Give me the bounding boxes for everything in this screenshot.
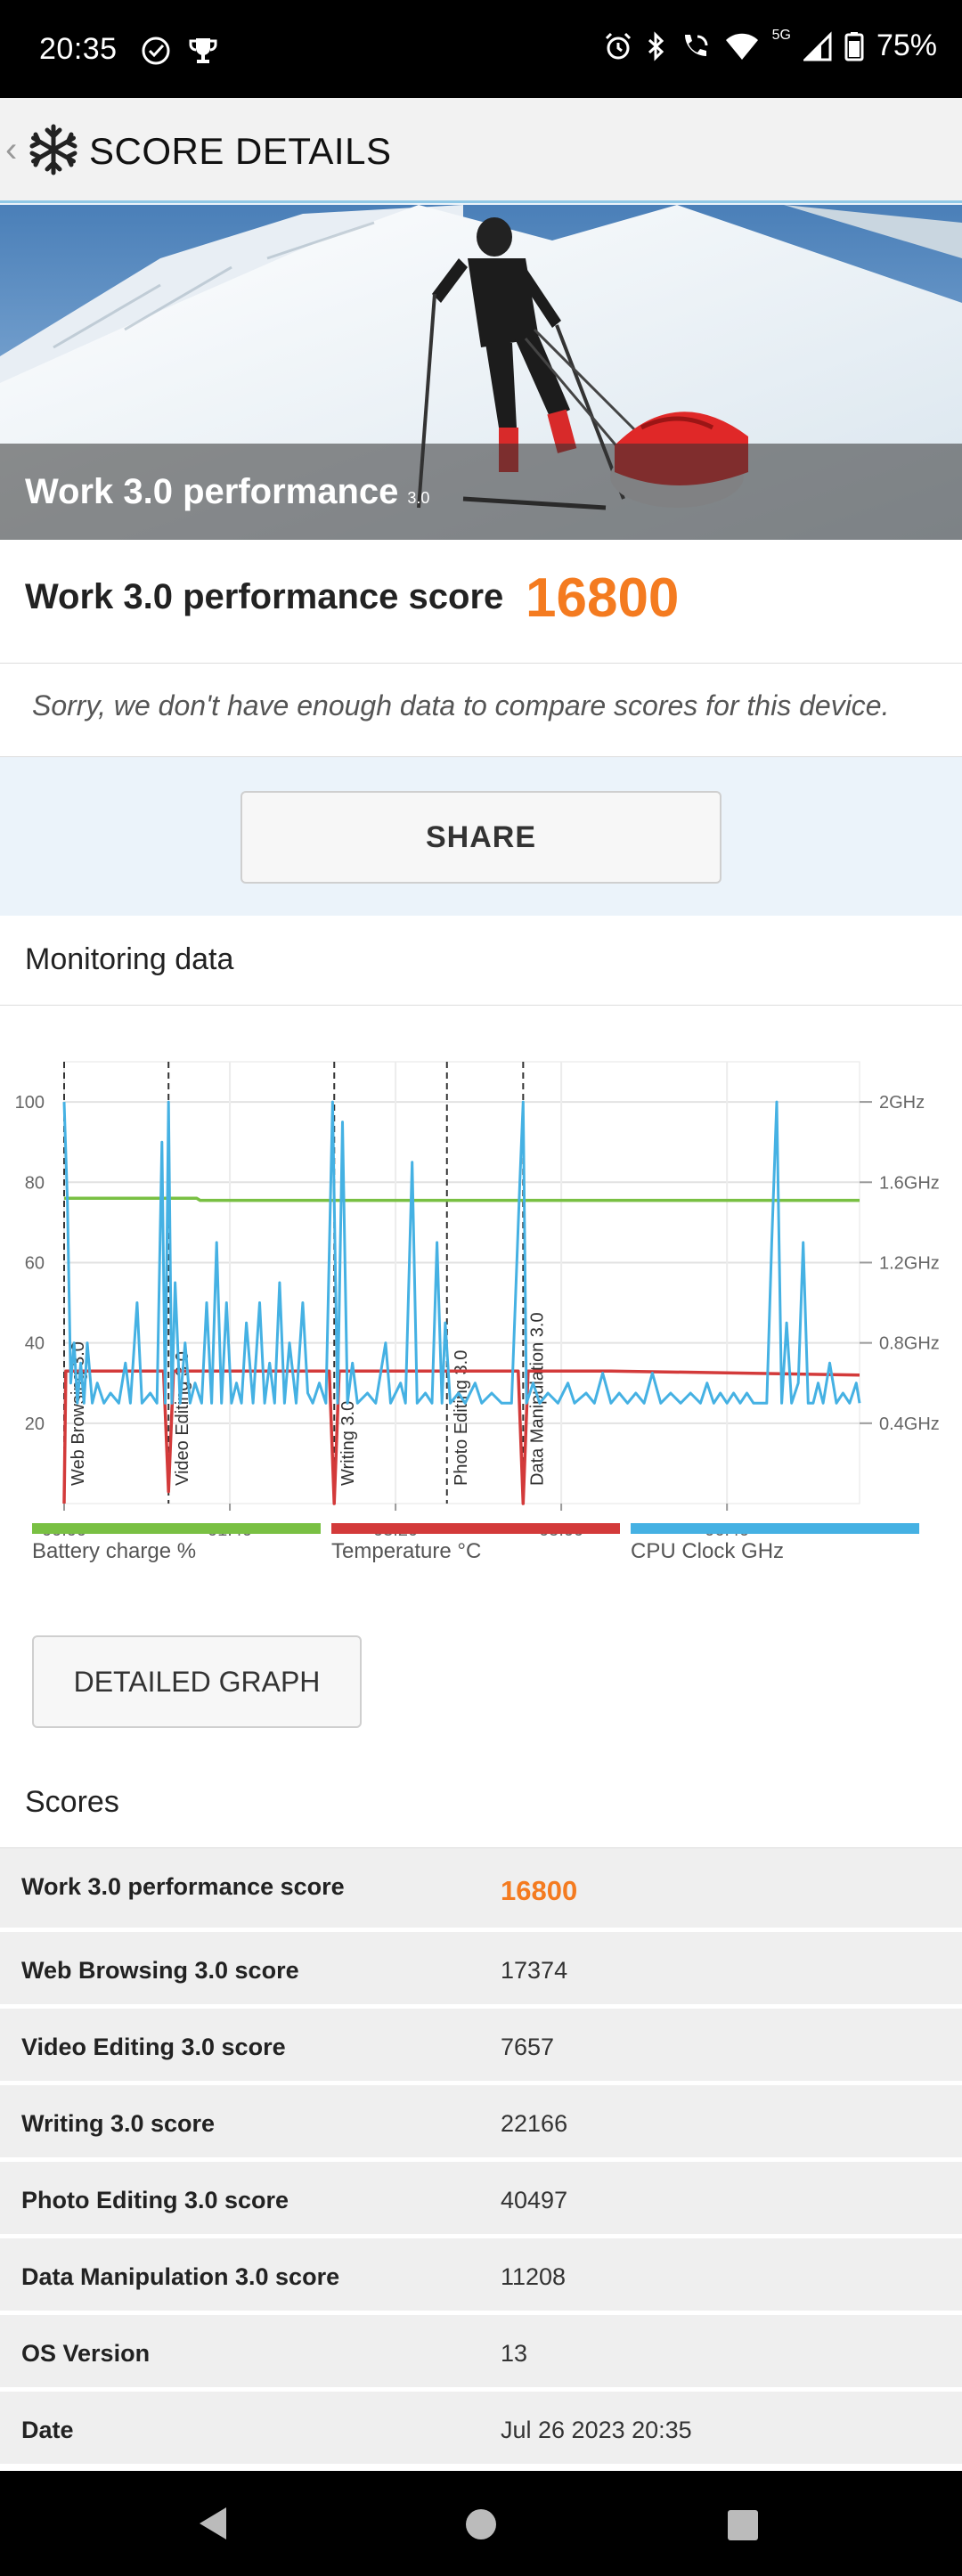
score-row-label: Date <box>21 2417 74 2443</box>
legend-label: Temperature °C <box>331 1539 482 1563</box>
score-row-value: 40497 <box>501 2187 568 2213</box>
score-row: Video Editing 3.0 score 7657 <box>0 2009 962 2085</box>
score-row-value: 16800 <box>501 1875 578 1906</box>
legend-temperature: Temperature °C <box>331 1523 620 1564</box>
y-right-tick-label: 0.4GHz <box>879 1414 940 1434</box>
snowflake-icon <box>29 124 77 175</box>
battery-icon <box>844 31 864 61</box>
detailed-graph-button[interactable]: DETAILED GRAPH <box>32 1635 362 1728</box>
home-circle-icon[interactable] <box>463 2507 499 2542</box>
test-marker-label: Photo Editing 3.0 <box>452 1350 471 1486</box>
legend-swatch <box>331 1523 620 1534</box>
y-right-tick-label: 0.8GHz <box>879 1334 940 1354</box>
legend-label: CPU Clock GHz <box>631 1539 785 1563</box>
score-row: Date Jul 26 2023 20:35 <box>0 2392 962 2468</box>
score-row: Work 3.0 performance score 16800 <box>0 1848 962 1932</box>
network-type-label: 5G <box>771 27 791 43</box>
hero-caption-band <box>0 444 962 540</box>
score-row-value: 22166 <box>501 2110 568 2137</box>
wifi-icon <box>725 33 758 60</box>
score-value: 16800 <box>526 567 680 629</box>
status-time: 20:35 <box>39 32 118 66</box>
score-card: Work 3.0 performance score 16800 Sorry, … <box>0 540 962 757</box>
app-bar: ‹ SCORE DETAILS <box>0 98 962 203</box>
share-button[interactable]: SHARE <box>240 791 722 884</box>
y-tick-label: 80 <box>25 1173 45 1193</box>
score-row-label: Photo Editing 3.0 score <box>21 2187 289 2213</box>
check-circle-icon <box>142 37 170 65</box>
series-line-battery <box>64 1196 860 1202</box>
hero-banner: Work 3.0 performance 3.0 <box>0 205 962 540</box>
score-row-label: Data Manipulation 3.0 score <box>21 2263 340 2290</box>
back-triangle-icon[interactable] <box>194 2505 232 2542</box>
y-right-tick-label: 1.6GHz <box>879 1173 940 1193</box>
score-row-label: Video Editing 3.0 score <box>21 2034 286 2060</box>
chevron-left-icon[interactable]: ‹ <box>5 130 18 169</box>
score-label: Work 3.0 performance score <box>25 577 504 616</box>
signal-icon <box>803 30 832 61</box>
hero-version: 3.0 <box>407 489 430 507</box>
monitoring-title: Monitoring data <box>25 942 234 976</box>
divider <box>0 663 962 664</box>
battery-percent: 75% <box>876 29 937 62</box>
alarm-icon <box>605 32 631 59</box>
scores-table: Work 3.0 performance score 16800 Web Brows… <box>0 1847 962 2468</box>
legend-cpu-clock: CPU Clock GHz <box>631 1523 919 1564</box>
bluetooth-icon <box>648 30 664 61</box>
monitoring-chart: 2040608010000:0001:4003:2005:0006:400.4G… <box>15 1061 940 1540</box>
y-right-tick-label: 2GHz <box>879 1093 925 1113</box>
y-tick-label: 40 <box>25 1334 45 1354</box>
divider <box>0 1005 962 1006</box>
legend-battery: Battery charge % <box>32 1523 321 1564</box>
score-row: Data Manipulation 3.0 score 11208 <box>0 2238 962 2315</box>
score-row-value: 7657 <box>501 2034 555 2060</box>
score-row-label: Web Browsing 3.0 score <box>21 1957 299 1984</box>
y-tick-label: 20 <box>25 1414 45 1434</box>
series-line-cpu-clock <box>62 1100 861 1405</box>
test-marker-label: Writing 3.0 <box>338 1401 358 1486</box>
score-row-value: 11208 <box>501 2263 567 2290</box>
page-title: SCORE DETAILS <box>89 130 392 172</box>
scores-title: Scores <box>25 1785 119 1819</box>
comparison-note: Sorry, we don't have enough data to comp… <box>32 689 890 721</box>
status-bar: 20:35 5G <box>0 0 962 98</box>
recents-square-icon[interactable] <box>726 2508 760 2542</box>
score-row: Web Browsing 3.0 score 17374 <box>0 1932 962 2009</box>
score-row-value: Jul 26 2023 20:35 <box>501 2417 692 2443</box>
hero-title-text: Work 3.0 performance <box>25 472 399 511</box>
legend-label: Battery charge % <box>32 1539 197 1563</box>
score-row-label: Work 3.0 performance score <box>21 1873 345 1900</box>
hero-title: Work 3.0 performance 3.0 <box>25 472 429 512</box>
y-right-tick-label: 1.2GHz <box>879 1253 940 1273</box>
legend-swatch <box>631 1523 919 1534</box>
trophy-icon <box>189 38 217 63</box>
score-row-label: OS Version <box>21 2340 151 2367</box>
score-row-label: Writing 3.0 score <box>21 2110 216 2137</box>
navigation-bar <box>0 2471 962 2576</box>
y-tick-label: 60 <box>25 1253 45 1273</box>
score-row: OS Version 13 <box>0 2315 962 2392</box>
wifi-call-icon <box>684 34 708 56</box>
legend-swatch <box>32 1523 321 1534</box>
test-marker-label: Web Browsing 3.0 <box>69 1341 88 1486</box>
score-row-value: 13 <box>501 2340 528 2367</box>
y-tick-label: 100 <box>15 1093 45 1113</box>
score-row: Photo Editing 3.0 score 40497 <box>0 2162 962 2238</box>
score-row: Writing 3.0 score 22166 <box>0 2085 962 2162</box>
score-row-value: 17374 <box>501 1957 568 1984</box>
